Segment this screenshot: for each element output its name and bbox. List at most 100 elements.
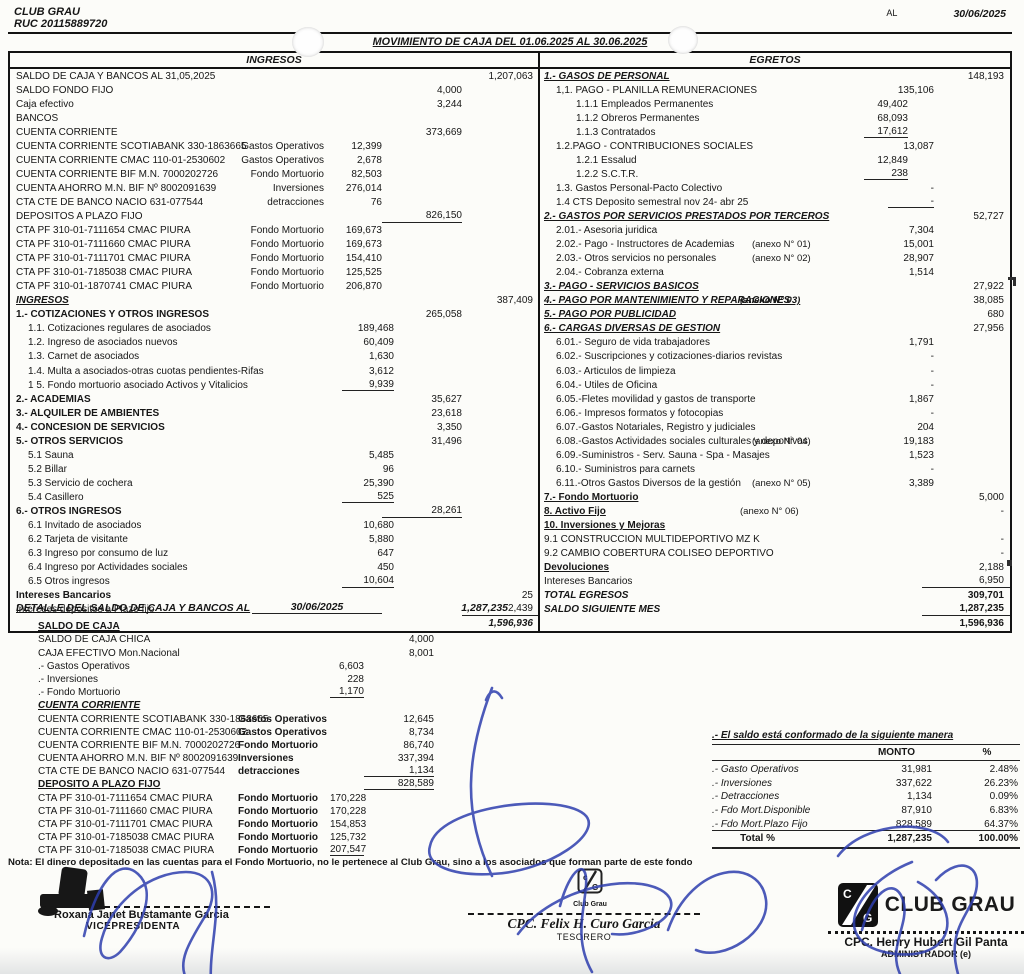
table-row: INGRESOS 387,409 xyxy=(16,295,533,307)
ingresos-table: SALDO DE CAJA Y BANCOS AL 31,05,2025 1,2… xyxy=(10,69,540,631)
table-row: CTA PF 310-01-7185038 CMAC PIURA Fondo M… xyxy=(16,267,382,279)
signer-role: TESORERO xyxy=(556,932,612,942)
table-row: 6.04.- Utiles de Oficina - xyxy=(556,379,934,391)
table-row: 9.2 CAMBIO COBERTURA COLISEO DEPORTIVO - xyxy=(544,548,1004,560)
table-row: SALDO DE CAJA Y BANCOS AL 31,05,2025 1,2… xyxy=(16,70,533,82)
table-row: 1.- GASOS DE PERSONAL 148,193 xyxy=(544,70,1004,82)
table-row: 7.- Fondo Mortuorio 5,000 xyxy=(544,491,1004,503)
table-row: 1 5. Fondo mortuorio asociado Activos y … xyxy=(28,378,394,392)
table-row: Devoluciones 2,188 xyxy=(544,562,1004,574)
resumen-rows: .- Gasto Operativos 31,981 2.48% .- Inve… xyxy=(712,761,1020,831)
scan-artifact xyxy=(1013,277,1016,286)
table-row: .- Gasto Operativos 31,981 2.48% xyxy=(712,763,1018,775)
table-row: 10. Inversiones y Mejoras xyxy=(544,520,666,532)
signer-name: CPC. Felix H. Curo Garcia xyxy=(507,916,661,931)
table-row: 6.05.-Fletes movilidad y gastos de trans… xyxy=(556,393,934,405)
table-row: 2.02.- Pago - Instructores de Academias … xyxy=(556,239,934,251)
table-row: 6.08.-Gastos Actividades sociales cultur… xyxy=(556,435,934,447)
table-row: CTA CTE DE BANCO NACIO 631-077544 detrac… xyxy=(38,765,434,778)
detalle-header: DETALLE DEL SALDO DE CAJA Y BANCOS AL 30… xyxy=(10,598,660,614)
header-rule xyxy=(8,32,1012,34)
table-row: 1.3. Gastos Personal-Pacto Colectivo - xyxy=(556,182,934,194)
table-row: .- Inversiones 228 xyxy=(38,673,364,685)
table-row: .- Detracciones 1,134 0.09% xyxy=(712,791,1018,803)
table-row: 6.3 Ingreso por consumo de luz 647 xyxy=(28,548,394,560)
table-row: 5.- OTROS SERVICIOS 31,496 xyxy=(16,435,462,447)
detalle-date: 30/06/2025 xyxy=(252,601,382,614)
detalle-rows: SALDO DE CAJA SALDO DE CAJA CHICA 4,000 … xyxy=(10,619,660,857)
table-row: CUENTA AHORRO M.N. BIF Nº 8002091639 Inv… xyxy=(38,753,434,765)
table-row: .- Inversiones 337,622 26.23% xyxy=(712,777,1018,789)
table-row: 6.2 Tarjeta de visitante 5,880 xyxy=(28,534,394,546)
table-row: 5.1 Sauna 5,485 xyxy=(28,449,394,461)
table-row: 1.2. Ingreso de asociados nuevos 60,409 xyxy=(28,337,394,349)
al-label: AL xyxy=(886,8,898,18)
resumen-title: .- El saldo está conformado de la siguie… xyxy=(712,730,954,741)
table-row: 9.1 CONSTRUCCION MULTIDEPORTIVO MZ K - xyxy=(544,534,1004,546)
table-row: CUENTA CORRIENTE CMAC 110-01-2530602 Gas… xyxy=(38,726,434,738)
movimiento-de-caja-table: CLUB GRAU RUC 20115889720 AL 30/06/2025 … xyxy=(8,4,1012,633)
table-row: 1.1.2 Obreros Permanentes 68,093 xyxy=(576,112,908,124)
table-row: 1,596,936 xyxy=(488,618,534,630)
table-row: 5.2 Billar 96 xyxy=(28,463,394,475)
table-row: CUENTA CORRIENTE SCOTIABANK 330-1863665 … xyxy=(38,713,434,725)
detalle-amount: 1,287,235 xyxy=(461,602,508,614)
table-row: TOTAL EGRESOS 309,701 xyxy=(544,590,1004,602)
table-row: SALDO DE CAJA CHICA 4,000 xyxy=(38,634,434,646)
table-row: 5.- PAGO POR PUBLICIDAD 680 xyxy=(544,309,1004,321)
table-row: Intereses Bancarios 25 xyxy=(16,590,533,602)
table-row: 1,596,936 xyxy=(959,618,1005,630)
detalle-title: DETALLE DEL SALDO DE CAJA Y BANCOS AL xyxy=(16,602,251,614)
column-band: INGRESOS EGRETOS xyxy=(10,51,1010,69)
table-row: 6.11.-Otros Gastos Diversos de la gestió… xyxy=(556,477,934,489)
table-row: CAJA EFECTIVO Mon.Nacional 8,001 xyxy=(38,647,434,659)
table-row: 1.- COTIZACIONES Y OTROS INGRESOS 265,05… xyxy=(16,309,462,321)
document-title: MOVIMIENTO DE CAJA DEL 01.06.2025 AL 30.… xyxy=(372,36,648,48)
scan-artifact xyxy=(1008,277,1016,280)
table-row: 8. Activo Fijo (anexo N° 06) - xyxy=(544,506,1004,517)
saldo-composition-table: .- El saldo está conformado de la siguie… xyxy=(712,730,1020,849)
table-row: .- Gastos Operativos 6,603 xyxy=(38,660,364,672)
table-row: Caja efectivo 3,244 xyxy=(16,98,462,110)
punch-hole xyxy=(292,27,324,57)
table-row: 6.4 Ingreso por Actividades sociales 450 xyxy=(28,562,394,574)
table-row: CUENTA CORRIENTE SCOTIABANK 330-1863665 … xyxy=(16,140,382,152)
svg-text:C: C xyxy=(843,887,852,901)
table-row: CUENTA CORRIENTE BIF M.N. 7000202726 Fon… xyxy=(16,168,382,180)
egresos-table: 1.- GASOS DE PERSONAL 148,193 1,1. PAGO … xyxy=(540,69,1010,631)
table-row: 1,1. PAGO - PLANILLA REMUNERACIONES 135,… xyxy=(556,84,934,96)
resumen-header: MONTO % xyxy=(712,744,1020,761)
signature-block-tesorero: c G Club Grau CPC. Felix H. Curo Garcia … xyxy=(468,868,700,942)
table-row: 4.- PAGO POR MANTENIMIENTO Y REPARACIONE… xyxy=(544,295,1004,307)
club-grau-wordmark: CLUB GRAU xyxy=(884,893,1016,916)
table-row: 2.03.- Otros servicios no personales (an… xyxy=(556,253,934,265)
table-row: 6.06.- Impresos formatos y fotocopias - xyxy=(556,407,934,419)
table-row: CUENTA AHORRO M.N. BIF Nº 8002091639 Inv… xyxy=(16,182,382,194)
table-row: 5.3 Servicio de cochera 25,390 xyxy=(28,477,394,489)
footnote: Nota: El dinero depositado en las cuenta… xyxy=(8,857,693,868)
table-row: CTA PF 310-01-7111701 CMAC PIURA Fondo M… xyxy=(16,253,382,265)
table-row: CTA PF 310-01-1870741 CMAC PIURA Fondo M… xyxy=(16,281,382,293)
club-grau-logo-icon: C G xyxy=(837,883,878,927)
document-header: CLUB GRAU RUC 20115889720 AL 30/06/2025 xyxy=(8,4,1012,32)
table-row: .- Fdo Mort.Disponible 87,910 6.83% xyxy=(712,805,1018,817)
table-row: 3.- ALQUILER DE AMBIENTES 23,618 xyxy=(16,407,462,419)
table-row: 3.- PAGO - SERVICIOS BASICOS 27,922 xyxy=(544,281,1004,293)
svg-text:G: G xyxy=(592,883,598,892)
table-row: CUENTA CORRIENTE 373,669 xyxy=(16,126,462,138)
stamp-mark xyxy=(38,866,106,916)
table-row: CUENTA CORRIENTE xyxy=(38,700,141,712)
table-row: .- Fdo Mort.Plazo Fijo 828,589 64.37% xyxy=(712,816,1020,831)
table-row: CTA PF 310-01-7111660 CMAC PIURA Fondo M… xyxy=(16,239,382,251)
table-row: 1.2.1 Essalud 12,849 xyxy=(576,154,908,166)
table-row: 6.03.- Articulos de limpieza - xyxy=(556,365,934,377)
table-row: 1.1.1 Empleados Permanentes 49,402 xyxy=(576,98,908,110)
table-row: 1.1. Cotizaciones regulares de asociados… xyxy=(28,323,394,335)
signature-block-vicepresidenta: Roxana Janet Bustamante Garcia VICEPRESI… xyxy=(26,866,270,932)
total-pct: 100.00% xyxy=(978,833,1018,845)
ruc-number: RUC 20115889720 xyxy=(14,18,108,30)
table-row: CUENTA CORRIENTE CMAC 110-01-2530602 Gas… xyxy=(16,154,382,166)
table-row: 4.- CONCESION DE SERVICIOS 3,350 xyxy=(16,421,462,433)
table-row: 1.3. Carnet de asociados 1,630 xyxy=(28,351,394,363)
signer-name: CPC. Henry Hubert Gil Panta xyxy=(844,935,1008,949)
